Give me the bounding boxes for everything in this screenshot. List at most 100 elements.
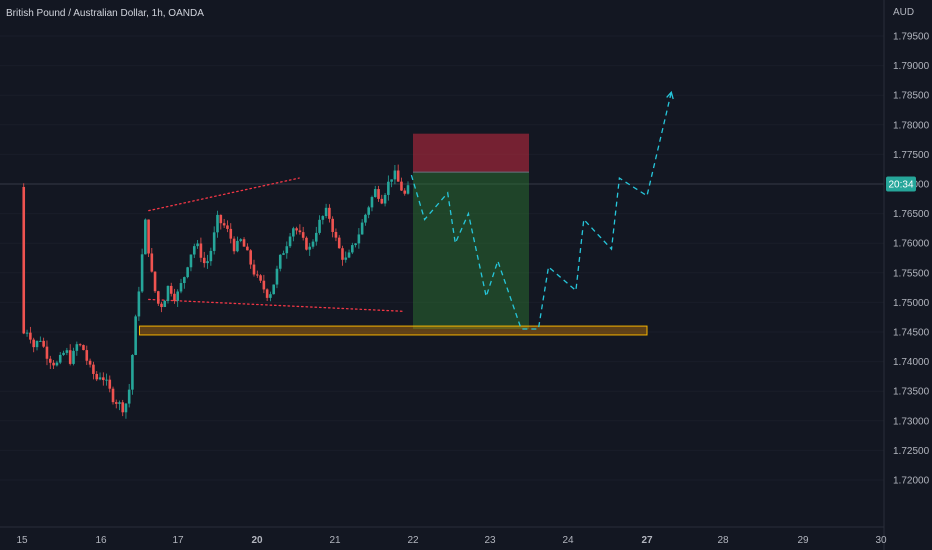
time-tick-label: 23 [484,535,496,546]
candle-body [45,346,49,359]
candle [150,247,154,273]
candle [29,326,32,344]
candle [226,220,229,233]
candle-body [278,254,282,269]
candle-body [295,228,298,231]
candle [52,360,55,369]
time-tick-label: 21 [329,535,341,546]
candle-body [252,264,256,275]
time-tick-label: 16 [95,535,107,546]
candle-body [25,332,29,334]
candle-body [209,250,213,262]
candle [222,218,226,228]
candle-body [292,228,295,237]
candle-body [265,289,269,298]
candle-body [262,280,266,290]
candle-body [58,354,62,363]
candle [269,291,272,302]
candle [62,350,65,356]
candle [360,219,364,235]
candle [68,344,72,366]
candle [275,265,279,289]
candle [390,179,393,188]
candle [301,226,305,241]
candle [377,185,380,202]
candle-body [239,239,243,241]
candle-body [29,332,32,340]
candle [295,226,298,235]
projection-arrow-head [666,90,674,100]
candle [114,399,118,409]
time-tick-label: 24 [562,535,574,546]
candle-body [212,232,216,251]
candle [108,375,112,393]
candle-body [118,402,121,404]
candle-body [192,246,196,255]
candle [256,270,259,278]
candle-body [134,316,137,355]
candle [45,340,49,366]
candle [354,243,357,248]
take-profit-zone[interactable] [413,172,529,330]
candle [318,215,321,235]
candle-body [131,354,134,390]
candle-body [52,362,55,366]
projection-path[interactable] [410,92,672,330]
candle-body [153,271,157,292]
candle [232,236,236,255]
candle [351,242,354,255]
wedge-upper-line[interactable] [148,177,300,212]
candle [246,243,249,251]
candle [124,403,128,419]
candle-body [189,254,193,268]
candle [249,249,252,269]
chart-title: British Pound / Australian Dollar, 1h, O… [6,8,204,19]
candle [380,194,384,205]
candle-body [173,293,176,301]
candle [216,210,219,238]
candle [278,254,282,272]
candle-body [85,350,89,361]
candle [196,240,199,249]
candle [357,228,361,249]
candles [22,164,410,419]
candle-body [62,352,65,355]
price-tick-label: 1.78500 [893,91,930,102]
candle-body [42,340,45,347]
candle [127,383,131,408]
time-tick-label: 29 [797,535,809,546]
candle [58,352,62,365]
candle-body [301,232,305,238]
candle [321,215,325,225]
candle-body [199,243,203,258]
candle [22,183,26,335]
candle [88,358,92,368]
current-price-marker: 20:34 [886,176,916,192]
candle-body [147,219,150,254]
candle-body [186,267,189,278]
candle [341,245,344,266]
wedge-lower-line[interactable] [148,298,404,312]
candle-body [400,181,403,191]
candle [292,226,295,242]
time-axis[interactable]: 15 16 17 20 21 22 23 24 27 28 29 30 [16,535,887,546]
candle [55,360,59,367]
support-zone[interactable] [139,325,648,336]
candle-body [156,291,160,304]
candle-body [160,303,163,308]
candle-body [341,248,344,260]
candle [95,371,99,382]
candle-body [163,300,167,308]
time-tick-label: 17 [172,535,184,546]
candle [156,290,160,307]
stop-loss-zone[interactable] [413,133,529,173]
candle [344,251,348,263]
candle [314,226,318,246]
candle [400,177,403,191]
candle [131,354,134,395]
candle-body [144,219,147,255]
candle-body [347,252,351,258]
candle [308,242,312,256]
candle-body [75,344,79,351]
